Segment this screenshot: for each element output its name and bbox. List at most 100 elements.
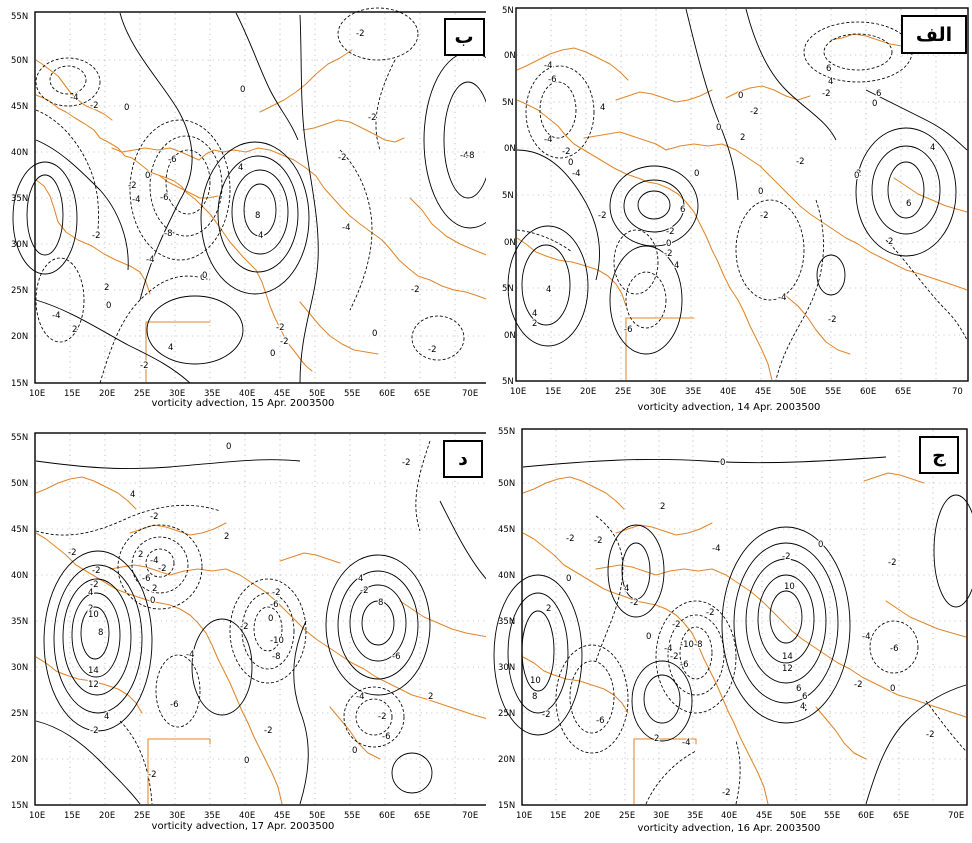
svg-text:4: 4 [674, 261, 679, 271]
svg-text:20N: 20N [11, 332, 28, 342]
svg-text:0: 0 [200, 273, 205, 283]
svg-text:15E: 15E [545, 387, 561, 397]
svg-text:5N: 5N [502, 98, 514, 108]
svg-text:-6: -6 [392, 652, 400, 662]
svg-text:-2: -2 [562, 147, 570, 157]
svg-text:0: 0 [854, 171, 859, 181]
svg-text:14: 14 [782, 652, 793, 662]
svg-text:40N: 40N [11, 148, 28, 158]
svg-text:4: 4 [168, 343, 173, 353]
svg-text:-4: -4 [342, 223, 350, 233]
svg-text:8: 8 [378, 598, 383, 608]
svg-text:40N: 40N [498, 571, 515, 581]
svg-text:10E: 10E [510, 387, 526, 397]
svg-text:-4: -4 [150, 556, 158, 566]
svg-text:0: 0 [818, 540, 823, 550]
svg-text:ج: ج [932, 445, 946, 467]
coastline-lines [522, 472, 967, 805]
svg-text:-2: -2 [272, 588, 280, 598]
svg-text:30N: 30N [11, 240, 28, 250]
svg-text:60E: 60E [379, 811, 395, 821]
svg-text:-4: -4 [186, 650, 194, 660]
svg-text:0: 0 [352, 746, 357, 756]
svg-text:-2: -2 [360, 586, 368, 596]
svg-text:35N: 35N [11, 617, 28, 627]
svg-text:-4: -4 [664, 644, 672, 654]
svg-text:-4: -4 [52, 311, 60, 321]
svg-text:40N: 40N [11, 571, 28, 581]
svg-text:-4: -4 [682, 738, 690, 748]
svg-text:4: 4 [358, 574, 363, 584]
svg-text:0: 0 [694, 169, 699, 179]
svg-text:12: 12 [782, 664, 793, 674]
svg-text:4: 4 [546, 285, 551, 295]
svg-text:0: 0 [226, 442, 231, 452]
svg-text:35E: 35E [687, 811, 703, 821]
svg-text:-2: -2 [158, 564, 166, 574]
svg-text:-4: -4 [544, 61, 552, 71]
svg-text:0: 0 [240, 85, 245, 95]
svg-text:0: 0 [566, 574, 571, 584]
svg-text:4: 4 [88, 588, 93, 598]
contour-labels: -4 -6 0 -2 6 4 -4 -2 4 0 -4 6 0 -2 0 2 2… [531, 60, 937, 336]
svg-text:40E: 40E [720, 387, 736, 397]
svg-text:70E: 70E [948, 811, 964, 821]
svg-text:-4: -4 [572, 169, 580, 179]
svg-text:-2: -2 [888, 558, 896, 568]
svg-text:25E: 25E [619, 811, 635, 821]
svg-text:4: 4 [258, 231, 263, 241]
svg-text:-6: -6 [548, 75, 556, 85]
svg-text:-4: -4 [460, 151, 468, 161]
map-panel-jim: 0 2 -2 -2 0 4 -4 -2 2 -2 -8 -10 -2 -6 0 … [486, 421, 972, 842]
svg-text:20N: 20N [498, 755, 515, 765]
svg-text:2: 2 [532, 319, 537, 329]
svg-text:25E: 25E [615, 387, 631, 397]
svg-text:-2: -2 [356, 29, 364, 39]
svg-text:-2: -2 [402, 458, 410, 468]
svg-text:0: 0 [145, 171, 150, 181]
map-panel-alef: -4 -6 0 -2 6 4 -4 -2 4 0 -4 6 0 -2 0 2 2… [486, 0, 972, 421]
svg-text:45N: 45N [11, 525, 28, 535]
svg-text:60E: 60E [860, 387, 876, 397]
svg-text:-2: -2 [664, 249, 672, 259]
svg-text:0: 0 [244, 756, 249, 766]
svg-text:-2: -2 [338, 153, 346, 163]
svg-text:-2: -2 [926, 730, 934, 740]
svg-text:0: 0 [890, 684, 895, 694]
svg-text:4: 4 [828, 77, 833, 87]
map-panel-b: -2 0 -4 -2 0 -2 -6 -2 -4 0 -8 -2 4 -4 -6… [0, 0, 486, 421]
svg-text:10: 10 [88, 610, 99, 620]
panel-letter-box: ب [444, 18, 485, 56]
panel-caption: vorticity advection, 16 Apr. 2003500 [637, 823, 821, 834]
svg-text:-4: -4 [70, 93, 78, 103]
longitude-labels: 10E 15E 20E 25E 30E 35E 40E 45E 50E 55E … [29, 389, 478, 399]
svg-text:0: 0 [758, 187, 763, 197]
svg-text:2: 2 [72, 325, 77, 335]
svg-text:0: 0 [716, 123, 721, 133]
svg-text:2: 2 [740, 133, 745, 143]
latitude-labels: 15N 20N 25N 30N 35N 40N 45N 50N 55N [11, 12, 28, 389]
svg-text:45E: 45E [755, 387, 771, 397]
svg-text:-2: -2 [428, 345, 436, 355]
svg-text:65E: 65E [414, 811, 430, 821]
svg-text:-2: -2 [128, 181, 136, 191]
svg-text:-6: -6 [142, 574, 150, 584]
svg-text:0: 0 [738, 91, 743, 101]
svg-text:-6: -6 [168, 155, 176, 165]
svg-text:25N: 25N [11, 286, 28, 296]
svg-text:6: 6 [796, 684, 801, 694]
svg-text:-8: -8 [272, 652, 280, 662]
svg-text:2: 2 [428, 692, 433, 702]
svg-text:0N: 0N [504, 51, 516, 61]
svg-text:0: 0 [568, 158, 573, 168]
svg-text:4: 4 [104, 712, 109, 722]
contour-labels: 0 2 -2 -2 0 4 -4 -2 2 -2 -8 -10 -2 -6 0 … [529, 457, 936, 799]
svg-text:-4: -4 [132, 195, 140, 205]
svg-text:15N: 15N [11, 801, 28, 811]
svg-text:-2: -2 [264, 726, 272, 736]
svg-text:-2: -2 [90, 101, 98, 111]
svg-text:4: 4 [624, 584, 629, 594]
svg-text:45E: 45E [274, 389, 290, 399]
svg-text:-2: -2 [68, 548, 76, 558]
svg-text:2: 2 [888, 237, 893, 247]
